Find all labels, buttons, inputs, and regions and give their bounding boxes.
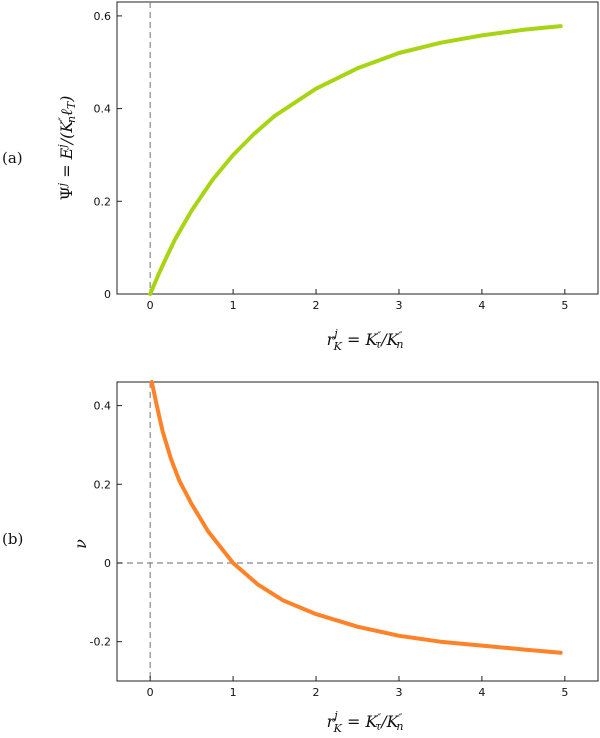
plot-frame-b: [116, 381, 599, 682]
x-tick-label: 4: [478, 299, 485, 312]
panel-a: (a) Ψj = Ej/(K″nℓT) rj K = K″ τ/K″ n 0 1 2 3 4 5…: [2, 1, 599, 353]
y-axis-label-b: ν: [71, 539, 90, 549]
x-tick-label: 1: [230, 686, 237, 699]
x-tick-label: 1: [230, 299, 237, 312]
x-axis-label-b: rj K = K″ τ/K″ n: [327, 709, 404, 735]
x-axis-label-a: rj K = K″ τ/K″ n: [327, 327, 404, 353]
panel-b: (b) ν rj K = K″ τ/K″ n 0 1 2 3 4 5 -0.2 0 0.2 0.4: [2, 380, 599, 735]
y-tick-label: -0.2: [90, 636, 111, 649]
x-tick-label: 4: [478, 686, 485, 699]
y-tick-label: 0.2: [94, 478, 112, 491]
y-tick-label: 0.6: [94, 10, 112, 23]
x-tick-label: 3: [395, 686, 402, 699]
x-tick-label: 0: [147, 299, 154, 312]
y-tick-label: 0.4: [94, 103, 112, 116]
panel-label-b: (b): [2, 530, 23, 548]
x-tick-label: 3: [395, 299, 402, 312]
x-tick-label: 5: [561, 686, 568, 699]
series-line: [148, 24, 563, 296]
svg-text:rjK = K″τ/K″n: rj K = K″ τ/K″ n: [327, 327, 404, 353]
x-tick-label: 5: [561, 299, 568, 312]
y-tick-label: 0: [104, 288, 111, 301]
svg-text:rjK = K″τ/K″n: rj K = K″ τ/K″ n: [327, 709, 404, 735]
panel-label-a: (a): [2, 149, 23, 167]
y-tick-label: 0.2: [94, 195, 112, 208]
x-tick-label: 0: [147, 686, 154, 699]
x-tick-label: 2: [313, 686, 320, 699]
y-axis-label-a: Ψj = Ej/(K″nℓT): [56, 96, 78, 201]
y-tick-label: 0.4: [94, 400, 112, 413]
svg-text:Ψj = Ej/(K″nℓT): Ψj = Ej/(K″nℓT): [56, 96, 78, 201]
y-tick-label: 0: [104, 557, 111, 570]
plot-frame-a: [116, 1, 599, 295]
x-tick-label: 2: [313, 299, 320, 312]
series-line: [149, 380, 563, 655]
